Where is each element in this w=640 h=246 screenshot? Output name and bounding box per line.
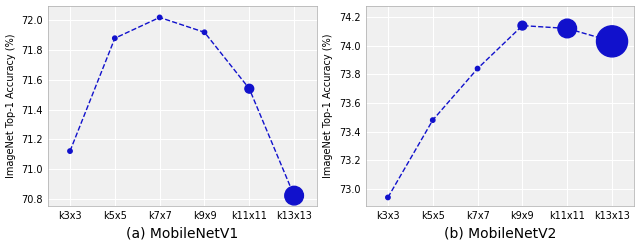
Point (428, 118, 438, 122)
Point (517, 24, 527, 28)
Point (65, 149, 75, 153)
Point (109, 36, 120, 40)
Point (607, 39, 617, 43)
Y-axis label: ImageNet Top-1 Accuracy (%): ImageNet Top-1 Accuracy (%) (323, 33, 333, 178)
X-axis label: (a) MobileNetV1: (a) MobileNetV1 (126, 227, 238, 240)
Point (289, 194, 300, 198)
Point (244, 87, 255, 91)
Point (154, 15, 164, 19)
X-axis label: (b) MobileNetV2: (b) MobileNetV2 (444, 227, 556, 240)
Point (562, 27, 572, 31)
Y-axis label: ImageNet Top-1 Accuracy (%): ImageNet Top-1 Accuracy (%) (6, 33, 15, 178)
Point (383, 196, 393, 200)
Point (472, 67, 483, 71)
Point (199, 30, 209, 34)
